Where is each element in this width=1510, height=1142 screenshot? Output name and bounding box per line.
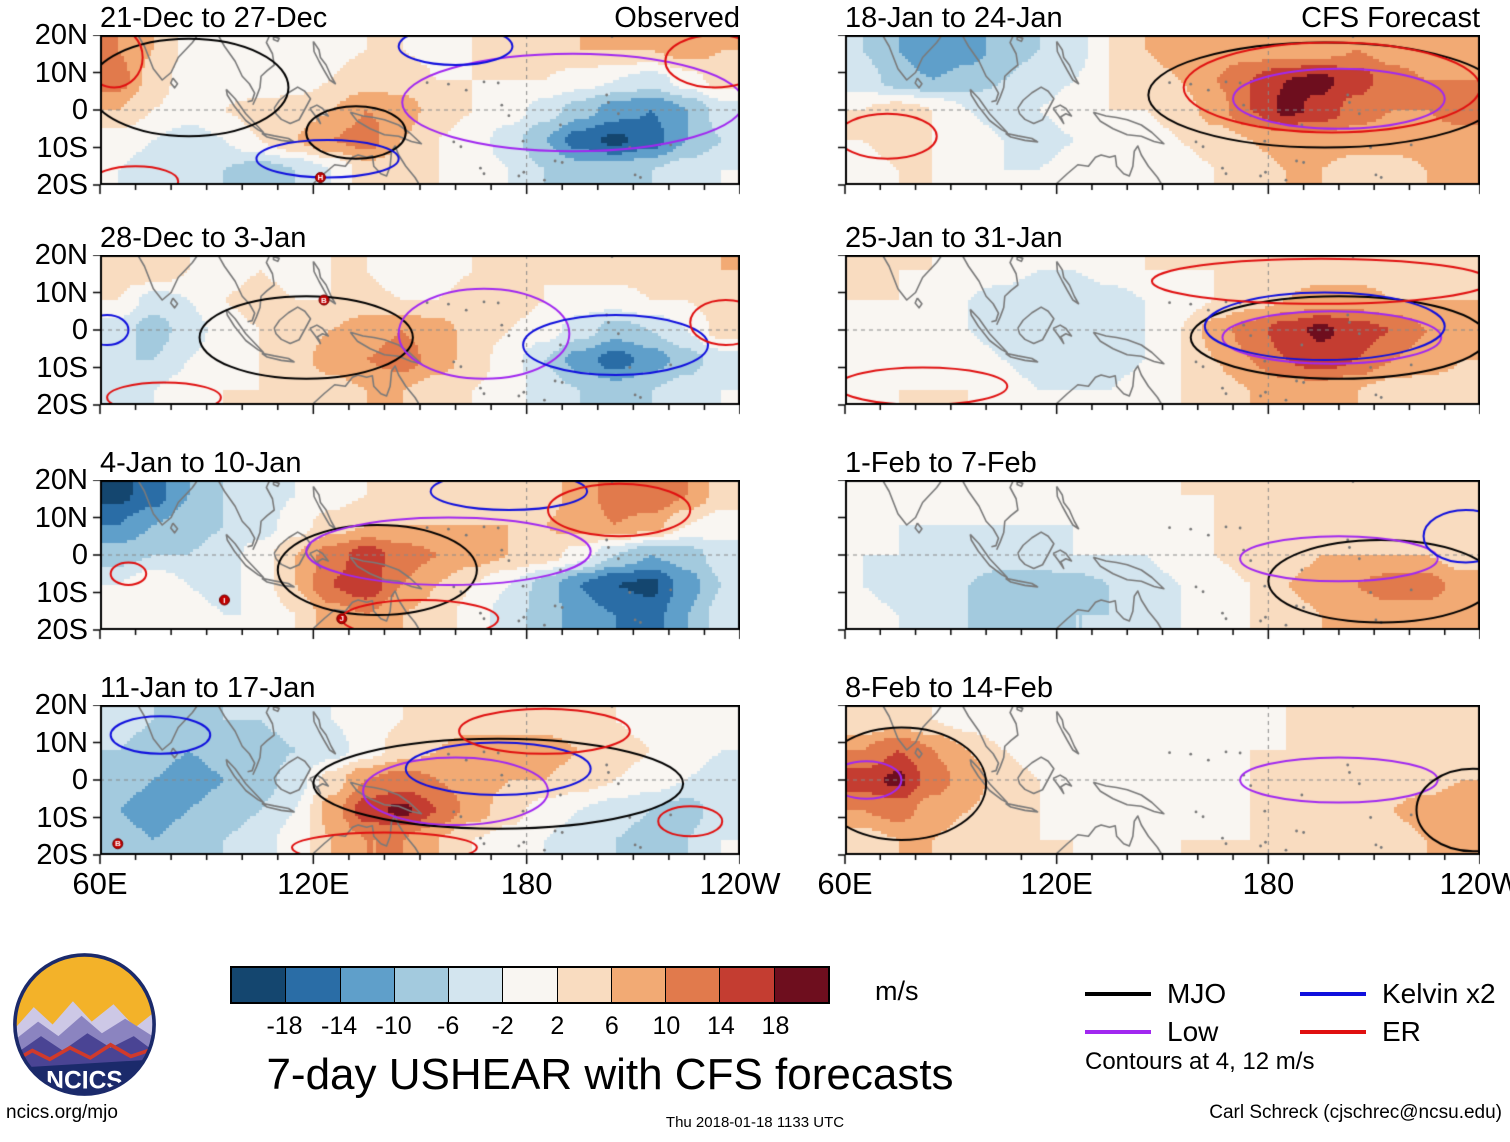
colorbar-tick-value: -6 [437, 1012, 460, 1040]
lat-tick-label: 10S [36, 351, 88, 384]
lat-tick-label: 10N [34, 726, 88, 759]
lon-tick-label: 120W [699, 866, 781, 901]
panel-date-range: 1-Feb to 7-Feb [845, 447, 1037, 479]
anomaly-map-canvas [88, 705, 740, 868]
footer-timestamp: Thu 2018-01-18 1133 UTC [665, 1114, 845, 1131]
anomaly-map-canvas [833, 705, 1480, 868]
lat-tick-label: 20N [34, 239, 88, 271]
colorbar-cell [502, 968, 557, 1002]
lon-tick-label: 60E [817, 866, 873, 901]
panel-date-range: 18-Jan to 24-Jan [845, 2, 1063, 34]
colorbar-tick-value: 10 [652, 1012, 681, 1040]
panel-title: 21-Dec to 27-Dec Observed [100, 2, 740, 35]
lat-tick-label: 0 [71, 314, 88, 346]
lon-tick-label: 180 [500, 866, 553, 901]
colorbar-cell [232, 968, 286, 1002]
contour-note: Contours at 4, 12 m/s [1085, 1048, 1315, 1075]
colorbar-cell [285, 968, 340, 1002]
lat-tick-label: 10S [36, 801, 88, 834]
lat-tick-label: 10S [36, 131, 88, 164]
panel-date-range: 4-Jan to 10-Jan [100, 447, 302, 479]
lat-tick-label: 20S [36, 839, 88, 871]
panel-title: 11-Jan to 17-Jan [100, 672, 740, 705]
lat-tick-label: 20N [34, 689, 88, 721]
colorbar-tick-value: -2 [491, 1012, 514, 1040]
legend-line-mjo [1085, 992, 1151, 996]
lat-tick-label: 0 [71, 539, 88, 571]
lat-tick-label: 10N [34, 56, 88, 89]
colorbar-cell [393, 968, 449, 1002]
anomaly-map-canvas [88, 255, 740, 418]
colorbar [230, 966, 830, 1004]
legend-line-low [1085, 1030, 1151, 1034]
panel-title: 25-Jan to 31-Jan [845, 222, 1480, 255]
lon-tick-label: 120W [1439, 866, 1510, 901]
figure-title: 7-day USHEAR with CFS forecasts [266, 1050, 954, 1099]
panel-date-range: 8-Feb to 14-Feb [845, 672, 1053, 704]
anomaly-map-canvas [88, 35, 740, 198]
ncics-logo-graphic: NCICS [13, 953, 156, 1096]
colorbar-cell [339, 968, 394, 1002]
legend-label: Kelvin x2 [1382, 978, 1496, 1009]
lat-tick-label: 10N [34, 501, 88, 534]
lat-tick-label: 20N [34, 464, 88, 496]
colorbar-cell [665, 968, 720, 1002]
lon-tick-label: 120E [277, 866, 350, 901]
colorbar-cell [556, 968, 611, 1002]
colorbar-tick-value: -10 [375, 1012, 412, 1040]
colorbar-cell [773, 968, 828, 1002]
footer-url: ncics.org/mjo [6, 1102, 118, 1123]
footer-credit: Carl Schreck (cjschrec@ncsu.edu) [1209, 1102, 1502, 1123]
legend-line-er [1300, 1030, 1366, 1034]
anomaly-map-canvas [88, 480, 740, 643]
lat-tick-label: 10N [34, 276, 88, 309]
colorbar-tick-value: 18 [761, 1012, 790, 1040]
panel-date-range: 25-Jan to 31-Jan [845, 222, 1063, 254]
legend-label: Low [1167, 1016, 1219, 1047]
lat-tick-label: 20S [36, 614, 88, 646]
legend-label: MJO [1167, 978, 1227, 1009]
panel-date-range: 11-Jan to 17-Jan [100, 672, 316, 704]
lat-tick-label: 10S [36, 576, 88, 609]
lat-tick-label: 20N [34, 19, 88, 51]
panel-title: 8-Feb to 14-Feb [845, 672, 1480, 705]
colorbar-tick-value: 6 [604, 1012, 619, 1040]
panel-corner-label: Observed [614, 2, 740, 34]
panel-date-range: 28-Dec to 3-Jan [100, 222, 307, 254]
lon-tick-label: 180 [1242, 866, 1295, 901]
lat-tick-label: 20S [36, 389, 88, 421]
panel-title: 1-Feb to 7-Feb [845, 447, 1480, 480]
colorbar-cell [610, 968, 666, 1002]
panel-title: 28-Dec to 3-Jan [100, 222, 740, 255]
panel-corner-label: CFS Forecast [1301, 2, 1480, 34]
legend-label: ER [1382, 1016, 1421, 1047]
panel-title: 4-Jan to 10-Jan [100, 447, 740, 480]
colorbar-cell [719, 968, 774, 1002]
lon-tick-label: 60E [72, 866, 128, 901]
anomaly-map-canvas [833, 480, 1480, 643]
lat-tick-label: 0 [71, 764, 88, 796]
panel-date-range: 21-Dec to 27-Dec [100, 2, 328, 34]
panel-title: 18-Jan to 24-Jan CFS Forecast [845, 2, 1480, 35]
colorbar-tick-value: -18 [266, 1012, 303, 1040]
ncics-logo: NCICS [12, 952, 157, 1097]
colorbar-tick-value: 14 [707, 1012, 735, 1040]
anomaly-map-canvas [833, 255, 1480, 418]
lat-tick-label: 0 [71, 94, 88, 126]
lat-tick-label: 20S [36, 169, 88, 201]
lon-tick-label: 120E [1020, 866, 1093, 901]
colorbar-units: m/s [875, 976, 919, 1006]
legend-line-kelvin-x2 [1300, 992, 1366, 996]
colorbar-tick-value: -14 [321, 1012, 358, 1040]
anomaly-map-canvas [833, 35, 1480, 198]
colorbar-cell [448, 968, 503, 1002]
colorbar-tick-value: 2 [550, 1012, 565, 1040]
